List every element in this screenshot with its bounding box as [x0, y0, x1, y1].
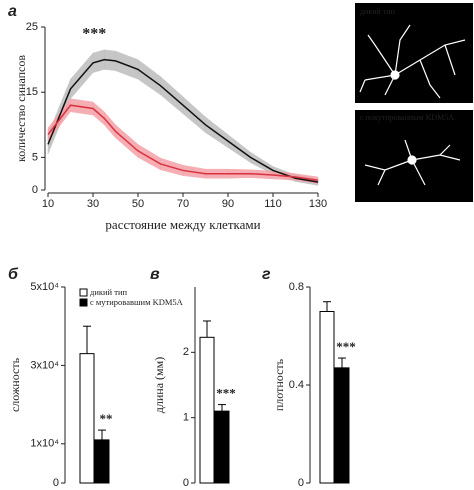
y-tick-label: 2: [183, 346, 189, 358]
y-axis-label: количество синапсов: [14, 55, 28, 162]
panel-label: б: [8, 266, 19, 283]
line: [47, 104, 319, 181]
panel-label: г: [262, 266, 271, 283]
y-tick-label: 0.8: [289, 281, 304, 293]
x-tick-label: 110: [264, 198, 282, 210]
bar: [79, 353, 95, 484]
y-tick-label: 5x10⁴: [30, 281, 59, 293]
y-tick-label: 15: [26, 86, 38, 98]
y-tick-label: 0.4: [289, 379, 304, 391]
x-tick-label: 90: [222, 198, 234, 210]
line: [47, 58, 319, 183]
x-tick-label: 70: [177, 198, 189, 210]
y-tick-label: 25: [26, 21, 38, 33]
legend-label: дикий тип: [90, 287, 127, 297]
y-axis-label: плотность: [272, 358, 286, 411]
x-tick-label: 10: [42, 198, 54, 210]
bar: [199, 336, 215, 484]
y-tick-label: 1: [183, 412, 189, 424]
bar: [214, 410, 230, 484]
x-tick-label: 50: [132, 198, 144, 210]
annotation: ***: [82, 26, 106, 43]
y-tick-label: 3x10⁴: [30, 359, 59, 371]
bar: [319, 311, 335, 484]
neuron-drawing: [359, 24, 466, 186]
annotation: ***: [336, 339, 356, 354]
y-tick-label: 0: [53, 477, 59, 489]
x-axis-label: расстояние между клетками: [105, 217, 260, 232]
y-tick-label: 1x10⁴: [30, 438, 59, 450]
annotation: ***: [216, 386, 236, 401]
x-tick-label: 30: [87, 198, 99, 210]
image-caption: с покутированным KDM5A: [360, 113, 454, 122]
y-tick-label: 0: [298, 477, 304, 489]
y-tick-label: 0: [32, 184, 38, 196]
image-caption: дикий тип: [360, 7, 396, 16]
legend-swatch: [79, 288, 88, 297]
legend-label: с мутировавшим KDM5A: [90, 297, 184, 307]
y-axis-label: сложность: [8, 357, 22, 412]
panel-label: а: [8, 3, 17, 20]
panel-label: в: [150, 266, 160, 283]
bar: [334, 367, 350, 484]
annotation: **: [100, 411, 113, 426]
y-axis-label: длина (мм): [152, 357, 166, 413]
legend-swatch: [79, 298, 88, 307]
bar: [94, 439, 110, 484]
image-panel: [355, 3, 473, 103]
x-tick-label: 130: [309, 198, 327, 210]
y-tick-label: 0: [183, 477, 189, 489]
y-tick-label: 5: [32, 151, 38, 163]
